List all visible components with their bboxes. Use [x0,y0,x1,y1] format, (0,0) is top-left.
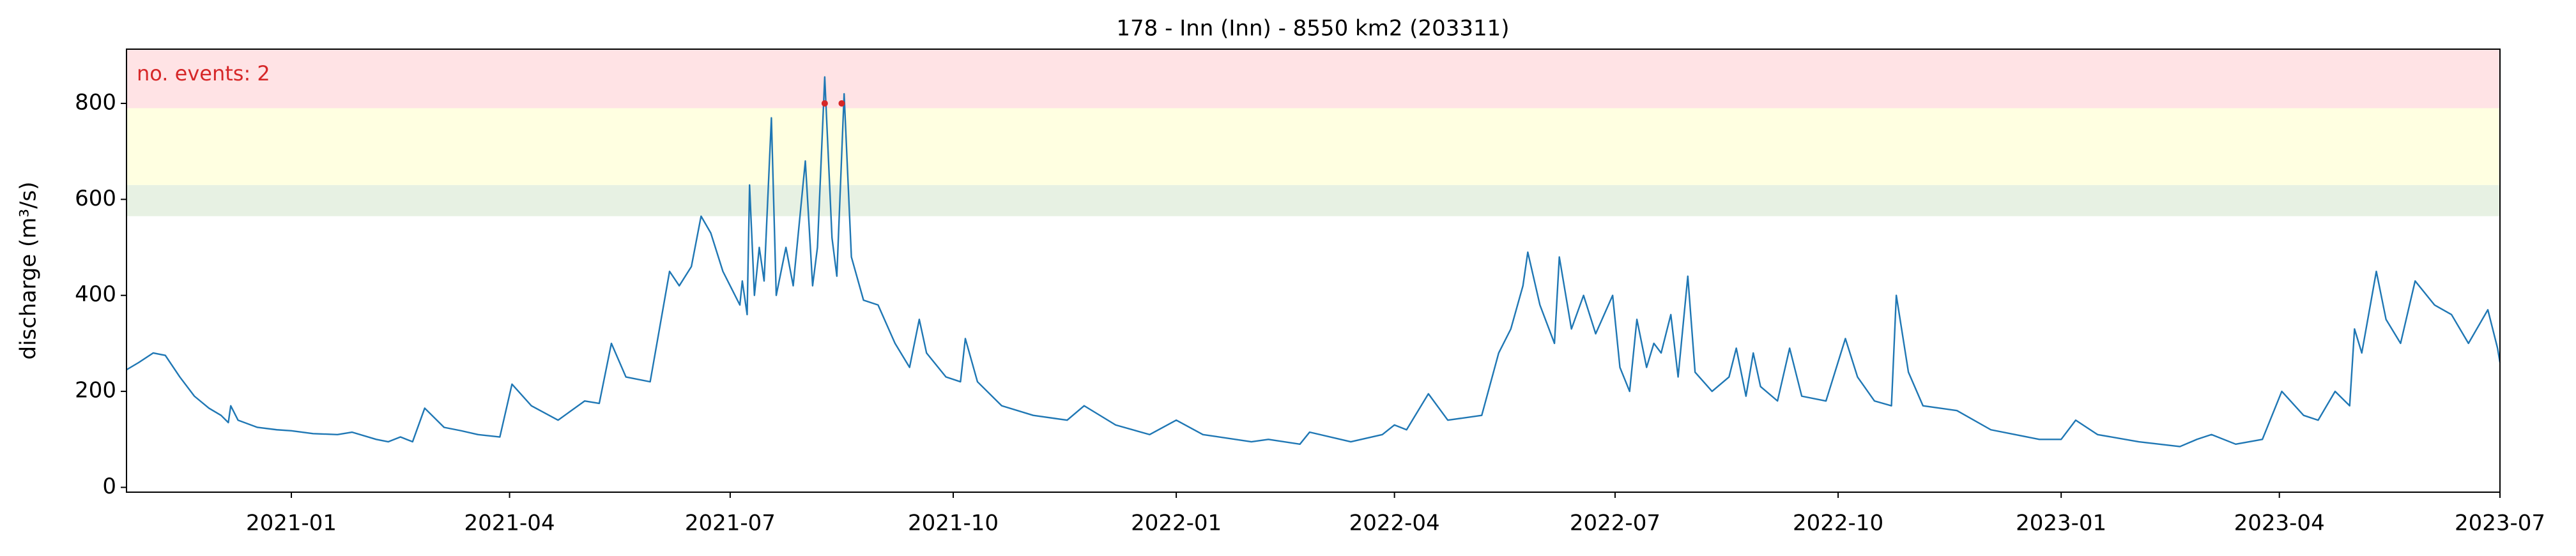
chart-title: 178 - Inn (Inn) - 8550 km2 (203311) [1116,16,1509,41]
x-tick-label: 2021-07 [685,511,776,536]
x-tick-label: 2023-01 [2016,511,2106,536]
plot-frame [126,49,2501,493]
x-tick-label: 2023-04 [2234,511,2325,536]
threshold-band [126,108,2500,185]
discharge-line [126,76,2501,447]
x-tick-label: 2021-01 [246,511,337,536]
y-tick-label: 800 [75,89,116,115]
x-tick-label: 2022-04 [1349,511,1440,536]
annotation: no. events: 2 [137,61,270,86]
x-tick-label: 2022-10 [1793,511,1883,536]
threshold-band [126,49,2500,109]
event-marker [838,100,845,107]
y-tick-label: 600 [75,186,116,211]
y-tick-label: 0 [102,474,116,499]
x-tick-label: 2021-04 [464,511,555,536]
y-tick-label: 200 [75,378,116,403]
x-tick-label: 2022-01 [1131,511,1222,536]
y-axis-label: discharge (m³/s) [16,182,42,360]
event-marker [821,100,828,107]
x-tick-label: 2021-10 [908,511,999,536]
y-tick-label: 400 [75,282,116,307]
threshold-band [126,184,2500,216]
x-tick-label: 2023-07 [2455,511,2545,536]
x-tick-label: 2022-07 [1570,511,1660,536]
